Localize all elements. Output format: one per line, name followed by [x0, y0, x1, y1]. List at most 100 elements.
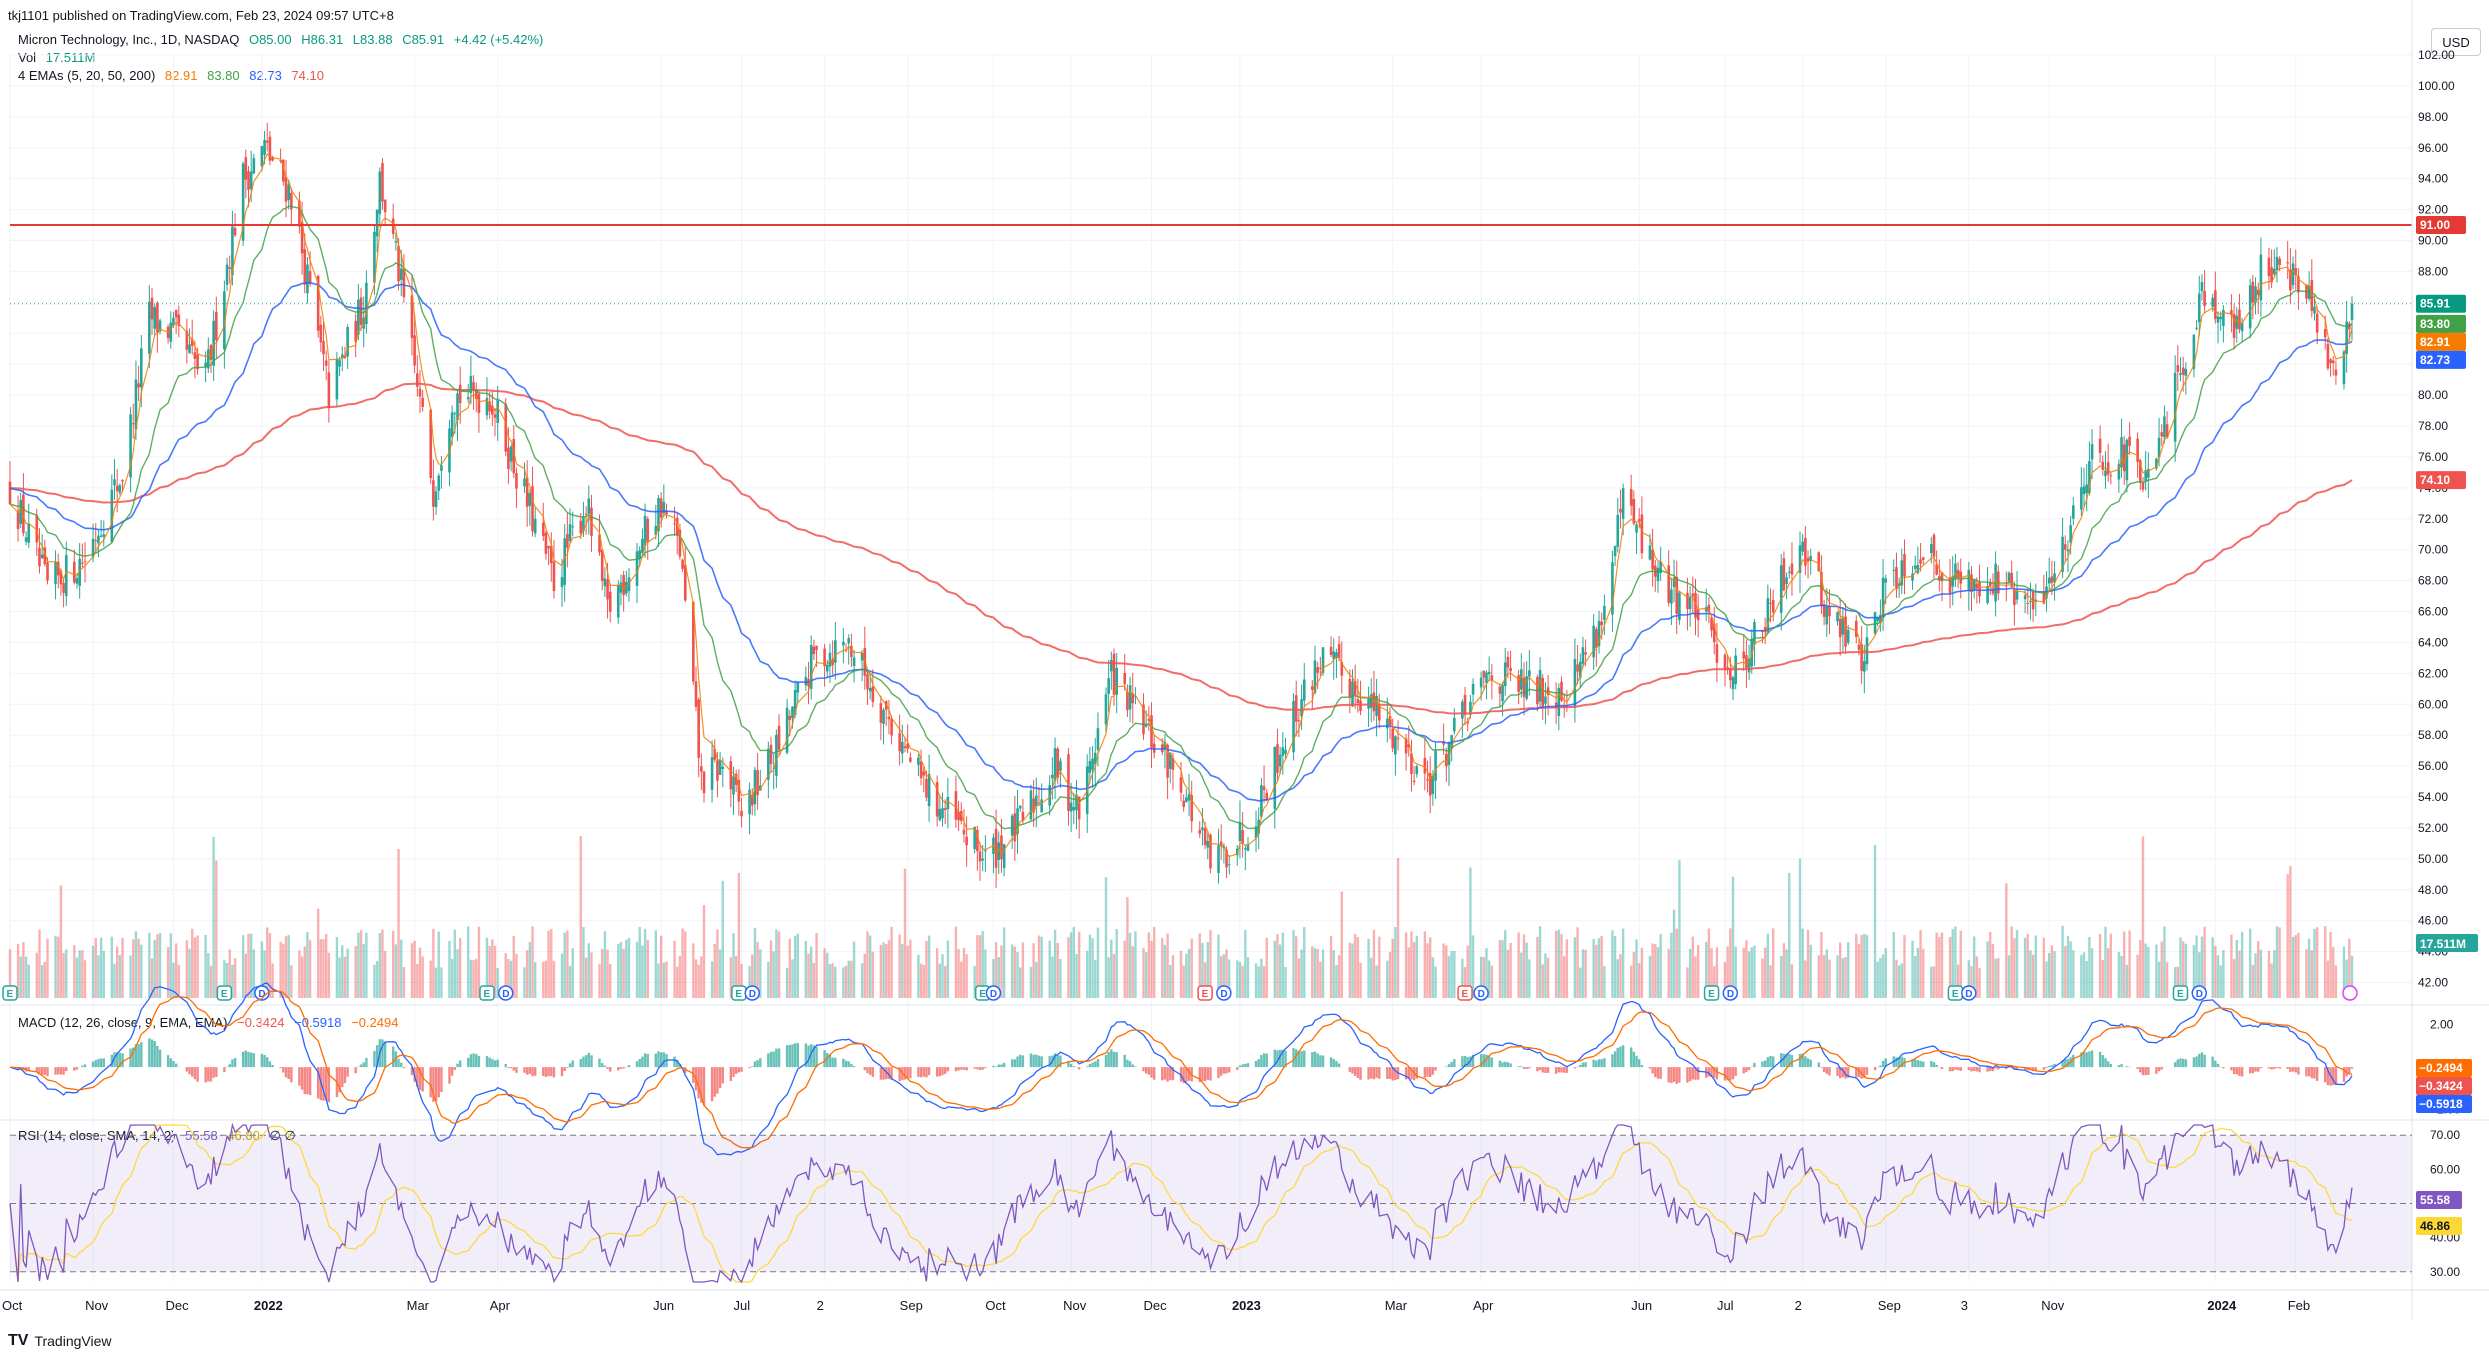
- ema-legend[interactable]: 4 EMAs (5, 20, 50, 200) 82.91 83.80 82.7…: [18, 68, 330, 83]
- volume-bar: [759, 949, 762, 998]
- volume-bar: [271, 963, 274, 998]
- candle-body: [946, 796, 950, 810]
- candle-body: [791, 706, 794, 719]
- candle-body: [587, 498, 591, 514]
- candle-body: [1217, 845, 1220, 873]
- volume-bar: [1284, 966, 1287, 998]
- candle-body: [2007, 572, 2011, 584]
- candle-body: [1613, 545, 1617, 557]
- candle-body: [903, 746, 907, 749]
- macd-histogram-bar: [1930, 1060, 1933, 1068]
- candle-body: [2085, 484, 2089, 493]
- candle-body: [1396, 738, 1400, 740]
- candle-body: [43, 547, 47, 565]
- candle-body: [73, 561, 76, 583]
- volume-bar: [1010, 944, 1014, 998]
- macd-histogram-bar: [2117, 1065, 2121, 1068]
- macd-histogram-bar: [1077, 1067, 1081, 1070]
- volume-bar: [1592, 938, 1595, 998]
- volume-bar: [1201, 942, 1204, 998]
- macd-histogram-bar: [976, 1067, 979, 1070]
- candle-body: [2200, 282, 2204, 292]
- macd-histogram-bar: [2342, 1067, 2346, 1082]
- macd-histogram-bar: [1638, 1059, 1641, 1068]
- macd-histogram-bar: [619, 1067, 623, 1069]
- macd-histogram-bar: [1857, 1067, 1861, 1078]
- candle-body: [56, 561, 60, 576]
- macd-histogram-bar: [153, 1040, 156, 1068]
- volume-bar: [793, 935, 797, 998]
- volume-bar: [2216, 955, 2220, 998]
- volume-bar: [1147, 932, 1151, 998]
- volume-bar: [209, 965, 213, 998]
- price-label-tag: [2416, 471, 2466, 490]
- macd-histogram-bar: [887, 1067, 891, 1080]
- volume-bar: [563, 932, 566, 998]
- volume-bar: [2106, 948, 2110, 998]
- candle-body: [1013, 813, 1017, 842]
- volume-bar: [957, 949, 960, 998]
- macd-histogram-bar: [804, 1043, 808, 1068]
- macd-histogram-bar: [2155, 1067, 2158, 1074]
- volume-bar: [863, 953, 867, 998]
- volume-bar: [566, 930, 569, 998]
- volume-bar: [2061, 926, 2064, 998]
- macd-histogram-bar: [410, 1067, 414, 1076]
- volume-bar: [2141, 836, 2145, 998]
- volume-bar: [1597, 938, 1601, 998]
- macd-histogram-bar: [2192, 1057, 2196, 1068]
- candle-body: [206, 349, 210, 369]
- macd-histogram-bar: [2184, 1059, 2188, 1068]
- volume-bar: [1970, 965, 1973, 998]
- symbol-legend[interactable]: Micron Technology, Inc., 1D, NASDAQ O85.…: [18, 32, 549, 47]
- candle-body: [1479, 677, 1483, 688]
- volume-bar: [1656, 947, 1660, 998]
- macd-legend[interactable]: MACD (12, 26, close, 9, EMA, EMA) −0.342…: [18, 1015, 404, 1030]
- candle-body: [2155, 458, 2158, 469]
- volume-bar: [1694, 956, 1697, 998]
- volume-bar: [2085, 961, 2088, 998]
- macd-histogram-bar: [185, 1067, 189, 1072]
- candle-body: [1935, 564, 1938, 575]
- volume-bar: [1798, 858, 1802, 998]
- dividend-marker-letter: D: [258, 989, 265, 1000]
- candle-body: [1678, 592, 1681, 621]
- volume-legend[interactable]: Vol 17.511M: [18, 50, 101, 65]
- candle-body: [2061, 536, 2064, 572]
- volume-bar: [777, 931, 781, 998]
- volume-bar: [2109, 933, 2113, 998]
- macd-histogram-bar: [676, 1059, 679, 1068]
- candle-body: [1093, 752, 1097, 765]
- candle-body: [2195, 327, 2198, 329]
- candle-body: [2050, 576, 2054, 583]
- volume-bar: [922, 965, 925, 998]
- candle-body: [383, 199, 387, 213]
- volume-bar: [2048, 953, 2051, 998]
- volume-bar: [1163, 944, 1167, 998]
- macd-histogram-bar: [362, 1062, 365, 1068]
- candle-body: [1970, 574, 1973, 592]
- volume-bar: [871, 951, 875, 998]
- candle-body: [2082, 486, 2086, 495]
- candle-body: [925, 778, 928, 798]
- volume-bar: [477, 926, 481, 998]
- volume-bar: [1453, 951, 1456, 998]
- volume-bar: [2350, 955, 2354, 998]
- volume-bar: [1072, 927, 1076, 998]
- candle-body: [906, 743, 909, 749]
- candle-body: [740, 810, 743, 817]
- macd-histogram-bar: [753, 1061, 757, 1068]
- candle-body: [981, 858, 985, 861]
- candle-body: [402, 268, 406, 298]
- candle-body: [1804, 537, 1807, 566]
- candle-body: [241, 163, 245, 241]
- candle-body: [1067, 754, 1070, 812]
- macd-histogram-bar: [1538, 1067, 1542, 1070]
- volume-bar: [1729, 928, 1732, 998]
- rsi-value-text: 46.86: [2420, 1219, 2450, 1233]
- volume-bar: [1426, 943, 1429, 998]
- earnings-marker-letter: E: [221, 989, 228, 1000]
- macd-histogram-bar: [1836, 1067, 1839, 1077]
- currency-button[interactable]: USD: [2431, 28, 2481, 56]
